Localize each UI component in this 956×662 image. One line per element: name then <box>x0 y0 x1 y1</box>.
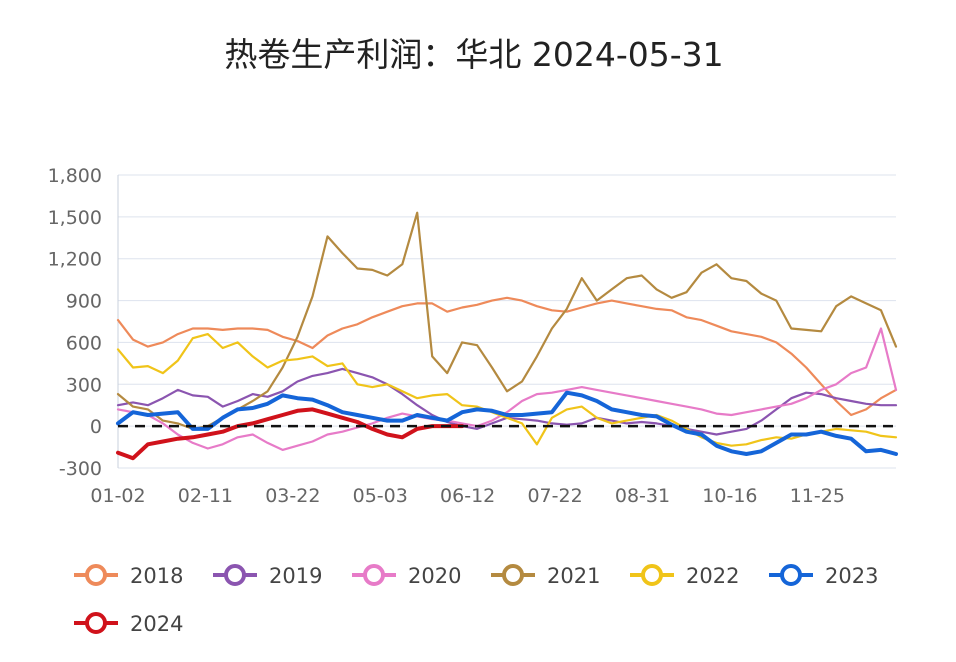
legend-marker <box>641 564 663 586</box>
legend-label: 2019 <box>269 564 322 588</box>
legend[interactable]: 2018 2019 2020 2021 2022 2023 2024 <box>74 564 878 636</box>
x-tick-label: 02-11 <box>178 485 233 507</box>
legend-item-2020[interactable]: 2020 <box>352 564 461 588</box>
chart-title: 热卷生产利润：华北 2024-05-31 <box>224 35 723 74</box>
legend-item-2024[interactable]: 2024 <box>74 612 183 636</box>
series-line-2020 <box>116 327 898 451</box>
y-tick-label: -300 <box>59 458 102 480</box>
legend-item-2021[interactable]: 2021 <box>491 564 600 588</box>
x-axis-tick-labels: 01-02 02-11 03-22 05-03 06-12 07-22 08-31 10-16… <box>90 485 845 507</box>
series-line-2022 <box>116 333 898 447</box>
y-tick-label: 1,200 <box>48 249 102 271</box>
y-tick-label: 300 <box>66 374 102 396</box>
legend-item-2022[interactable]: 2022 <box>630 564 739 588</box>
x-tick-label: 08-31 <box>615 485 670 507</box>
x-tick-label: 01-02 <box>90 485 145 507</box>
legend-marker <box>502 564 524 586</box>
x-tick-label: 11-25 <box>790 485 845 507</box>
legend-marker <box>85 564 107 586</box>
legend-marker <box>85 612 107 634</box>
series-line-2023 <box>116 390 898 456</box>
y-tick-label: 1,500 <box>48 207 102 229</box>
series-lines <box>116 211 898 461</box>
x-tick-label: 06-12 <box>440 485 495 507</box>
legend-label: 2023 <box>825 564 878 588</box>
grid <box>117 174 896 469</box>
y-tick-label: 0 <box>90 416 102 438</box>
series-line-2021 <box>116 211 898 430</box>
legend-label: 2020 <box>408 564 461 588</box>
legend-marker <box>363 564 385 586</box>
y-tick-label: 1,800 <box>48 165 102 187</box>
y-axis-tick-labels: 1,800 1,500 1,200 900 600 300 0 -300 <box>48 165 102 480</box>
x-tick-label: 10-16 <box>702 485 757 507</box>
legend-label: 2022 <box>686 564 739 588</box>
y-tick-label: 900 <box>66 291 102 313</box>
x-tick-label: 07-22 <box>527 485 582 507</box>
series-line-2019 <box>116 367 898 436</box>
series-line-2024 <box>116 407 465 461</box>
y-tick-label: 600 <box>66 332 102 354</box>
x-tick-label: 05-03 <box>353 485 408 507</box>
legend-marker <box>780 564 802 586</box>
legend-item-2023[interactable]: 2023 <box>769 564 878 588</box>
legend-item-2019[interactable]: 2019 <box>213 564 322 588</box>
legend-marker <box>224 564 246 586</box>
series-line-2018 <box>116 296 898 417</box>
legend-item-2018[interactable]: 2018 <box>74 564 183 588</box>
legend-label: 2018 <box>130 564 183 588</box>
x-tick-label: 03-22 <box>265 485 320 507</box>
legend-label: 2024 <box>130 612 183 636</box>
legend-label: 2021 <box>547 564 600 588</box>
